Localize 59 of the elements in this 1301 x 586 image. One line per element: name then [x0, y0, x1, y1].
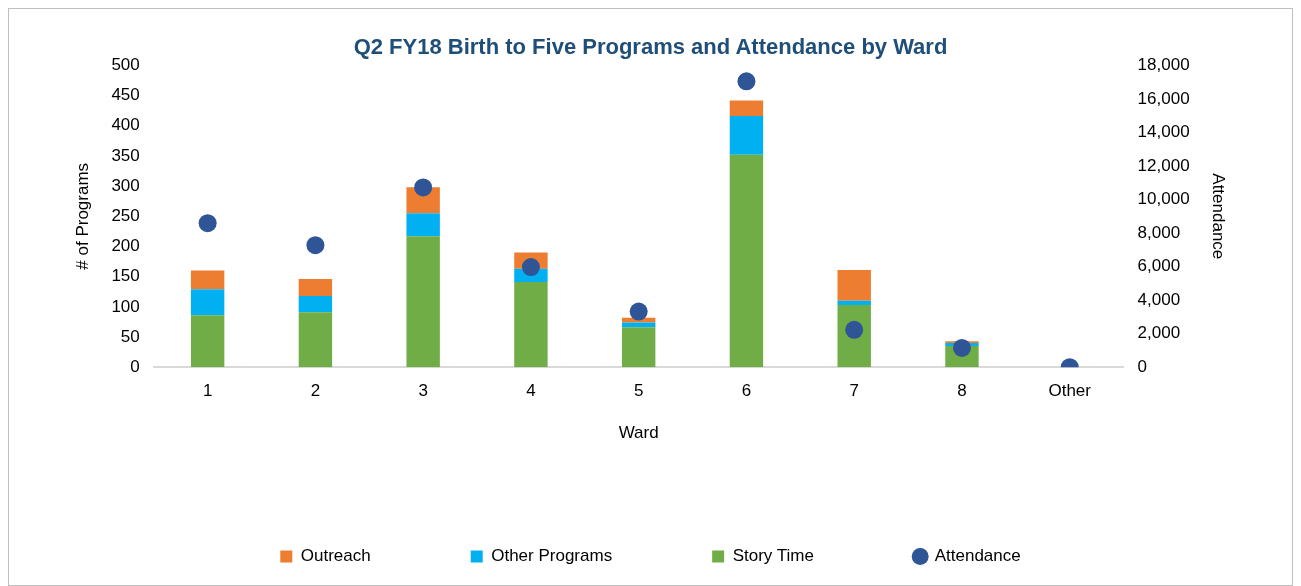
bar — [298, 295, 333, 313]
bar — [190, 270, 225, 290]
bar — [729, 116, 764, 155]
bar — [190, 289, 225, 316]
y-tick-label: 150 — [111, 266, 140, 286]
y-tick-label: 350 — [111, 145, 140, 165]
point — [414, 178, 433, 197]
y-tick-label: 300 — [111, 175, 140, 195]
point — [737, 72, 756, 91]
y2-tick-label: 10,000 — [1137, 189, 1190, 209]
y-tick-label: 500 — [111, 55, 140, 75]
bar — [837, 300, 871, 306]
y2-tick-label: 4,000 — [1137, 289, 1181, 309]
bar — [514, 282, 548, 368]
x-tick-label: 5 — [633, 381, 644, 401]
y-tick-label: 400 — [111, 115, 140, 135]
point — [521, 258, 540, 277]
legend-label: Other Programs — [491, 546, 613, 566]
y-tick-label: 50 — [120, 326, 140, 346]
point — [198, 214, 217, 233]
y2-tick-label: 16,000 — [1137, 88, 1190, 108]
bar — [729, 154, 764, 368]
x-tick-label: 8 — [957, 381, 967, 401]
x-tick-label: 3 — [418, 381, 428, 401]
y2-tick-label: 18,000 — [1137, 55, 1190, 75]
y2-tick-label: 2,000 — [1137, 323, 1181, 343]
y-axis-title: # of Programs — [72, 162, 92, 270]
x-tick-label: 4 — [526, 381, 536, 401]
y2-tick-label: 0 — [1137, 356, 1148, 376]
y-tick-label: 100 — [111, 296, 140, 316]
bar — [406, 236, 440, 368]
bar — [298, 312, 333, 368]
bar — [406, 213, 440, 237]
bar — [621, 327, 656, 368]
y2-tick-label: 6,000 — [1137, 256, 1181, 276]
point — [306, 236, 325, 255]
bar — [298, 279, 333, 296]
bar — [837, 270, 871, 301]
y2-tick-label: 8,000 — [1137, 222, 1181, 242]
x-axis-title: Ward — [618, 423, 659, 443]
x-tick-label: 1 — [202, 381, 213, 401]
y2-tick-label: 14,000 — [1137, 122, 1190, 142]
y2-tick-label: 12,000 — [1137, 155, 1190, 175]
legend-label: Story Time — [732, 546, 814, 566]
chart-title: Q2 FY18 Birth to Five Programs and Attendance by Ward — [353, 34, 948, 60]
point — [629, 302, 648, 321]
legend-label: Outreach — [300, 546, 371, 566]
bar — [729, 100, 764, 117]
bar — [190, 315, 225, 368]
legend-label: Attendance — [934, 546, 1021, 566]
y-tick-label: 0 — [130, 356, 140, 376]
x-tick-label: 7 — [849, 381, 859, 401]
x-tick-label: 2 — [310, 381, 321, 401]
y2-axis-title: Attendance — [1209, 173, 1229, 260]
y-tick-label: 450 — [111, 85, 140, 105]
x-tick-label: Other — [1048, 381, 1092, 401]
y-tick-label: 200 — [111, 236, 140, 256]
y-tick-label: 250 — [111, 205, 140, 225]
x-tick-label: 6 — [741, 381, 752, 401]
